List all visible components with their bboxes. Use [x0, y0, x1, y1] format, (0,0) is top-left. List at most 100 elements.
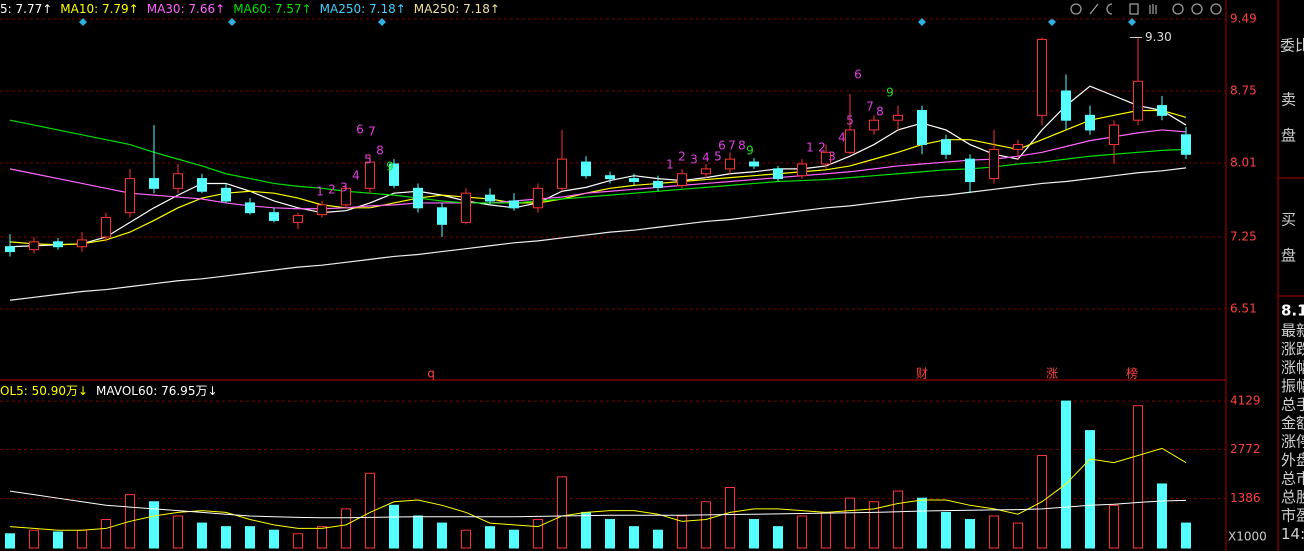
volume-bar	[917, 497, 927, 549]
legend-entry: MA250: 7.18↑	[414, 2, 500, 16]
lock-icon[interactable]	[1129, 3, 1139, 15]
diamond	[918, 18, 926, 26]
candle-body	[701, 168, 711, 175]
legend-entry: MA250: 7.18↑	[320, 2, 406, 16]
pen-icon[interactable]	[1089, 3, 1099, 15]
candle-body	[533, 187, 543, 209]
td-count: 7	[728, 139, 736, 153]
td-count: 4	[838, 131, 846, 145]
td-count: 3	[340, 181, 348, 195]
td-count: 1	[806, 141, 814, 155]
td-count: 6	[356, 123, 364, 137]
td-count: 1	[666, 158, 674, 172]
candle-body	[1037, 38, 1047, 116]
candle-body	[221, 187, 231, 202]
toolbar-icons[interactable]	[1070, 3, 1222, 15]
td-count: 3	[828, 150, 836, 164]
volume-bar	[149, 501, 159, 549]
volume-bar	[701, 501, 711, 549]
legend-entry: MA10: 7.79↑	[60, 2, 138, 16]
y-tick-label: 8.01	[1230, 156, 1257, 170]
high-label: 9.30	[1145, 30, 1172, 44]
volume-bar	[77, 529, 87, 549]
y-tick-label: 9.49	[1230, 12, 1257, 26]
volume-bar	[485, 526, 495, 549]
legend-entry: MA60: 7.57↑	[233, 2, 311, 16]
side-label: 涨幅	[1281, 359, 1304, 377]
y-tick-label: 8.75	[1230, 84, 1257, 98]
side-label: 总手	[1281, 396, 1304, 414]
legend-entry: MA30: 7.66↑	[147, 2, 225, 16]
candle-body	[1109, 124, 1119, 146]
link-icon[interactable]	[1106, 3, 1113, 15]
candle-body	[629, 178, 639, 183]
candle-body	[389, 163, 399, 186]
volume-bar	[269, 529, 279, 549]
zoom-in-icon[interactable]	[1172, 3, 1184, 15]
volume-tick-label: 4129	[1230, 394, 1261, 408]
td-count: 7	[866, 100, 874, 114]
td-count: 5	[714, 150, 722, 164]
event-diamonds	[79, 18, 1136, 26]
candle-body	[1157, 105, 1167, 116]
volume-bar	[317, 526, 327, 549]
volume-bar	[245, 526, 255, 549]
side-label: 涨停	[1281, 433, 1304, 451]
zoom-out-icon[interactable]	[1191, 3, 1203, 15]
volume-bar	[413, 515, 423, 549]
volume-bar	[1109, 504, 1119, 549]
volume-bar	[821, 511, 831, 549]
candle-body	[605, 175, 615, 180]
volume-bar	[437, 522, 447, 549]
volume-bar	[1181, 522, 1191, 549]
volume-bar	[53, 531, 63, 549]
candle-body	[413, 187, 423, 209]
candle-body	[869, 119, 879, 131]
td-count: 8	[738, 139, 746, 153]
volume-bar	[5, 533, 15, 549]
td-count: 1	[316, 185, 324, 199]
td-count: 9	[886, 86, 894, 100]
minus-icon[interactable]	[1210, 3, 1222, 15]
volume-bar	[605, 519, 615, 549]
candle-body	[269, 212, 279, 221]
volume-bar	[173, 515, 183, 549]
volume-bar	[461, 529, 471, 549]
hand-icon[interactable]	[1149, 4, 1157, 14]
side-label: 盘	[1281, 127, 1296, 145]
legend: OL5: 50.90万↓ MAVOL60: 76.95万↓	[0, 384, 218, 398]
volume-bar	[1013, 522, 1023, 549]
candle-body	[293, 215, 303, 223]
volume-bar	[725, 487, 735, 549]
td-count: 4	[352, 169, 360, 183]
side-label: 外盘	[1281, 451, 1304, 469]
candle-body	[437, 207, 447, 225]
y-tick-label: 6.51	[1230, 302, 1257, 316]
volume-bar	[845, 497, 855, 549]
diamond	[1048, 18, 1056, 26]
side-label: 委比	[1280, 37, 1304, 55]
legend-entry: OL5: 50.90万↓	[0, 384, 88, 398]
candle-body	[677, 173, 687, 186]
volume-bar	[1085, 430, 1095, 549]
diamond	[378, 18, 386, 26]
volume-tick-label: 1386	[1230, 491, 1261, 505]
y-tick-label: 7.25	[1230, 229, 1257, 243]
volume-bar	[533, 519, 543, 549]
candle-body	[773, 168, 783, 180]
candle-body	[197, 178, 207, 192]
side-label: 14:5	[1281, 525, 1304, 543]
volume-bar	[221, 526, 231, 549]
event-marker: 财	[916, 367, 928, 381]
side-label: 振幅	[1281, 377, 1304, 395]
candle-body	[1181, 134, 1191, 155]
volume-bar	[293, 533, 303, 549]
settings-icon[interactable]	[1070, 3, 1082, 15]
diamond	[228, 18, 236, 26]
td-count: 2	[818, 141, 826, 155]
volume-bar	[989, 515, 999, 549]
candle-body	[341, 187, 351, 206]
volume-bar	[509, 529, 519, 549]
volume-bar	[893, 490, 903, 549]
candle-body	[125, 178, 135, 214]
